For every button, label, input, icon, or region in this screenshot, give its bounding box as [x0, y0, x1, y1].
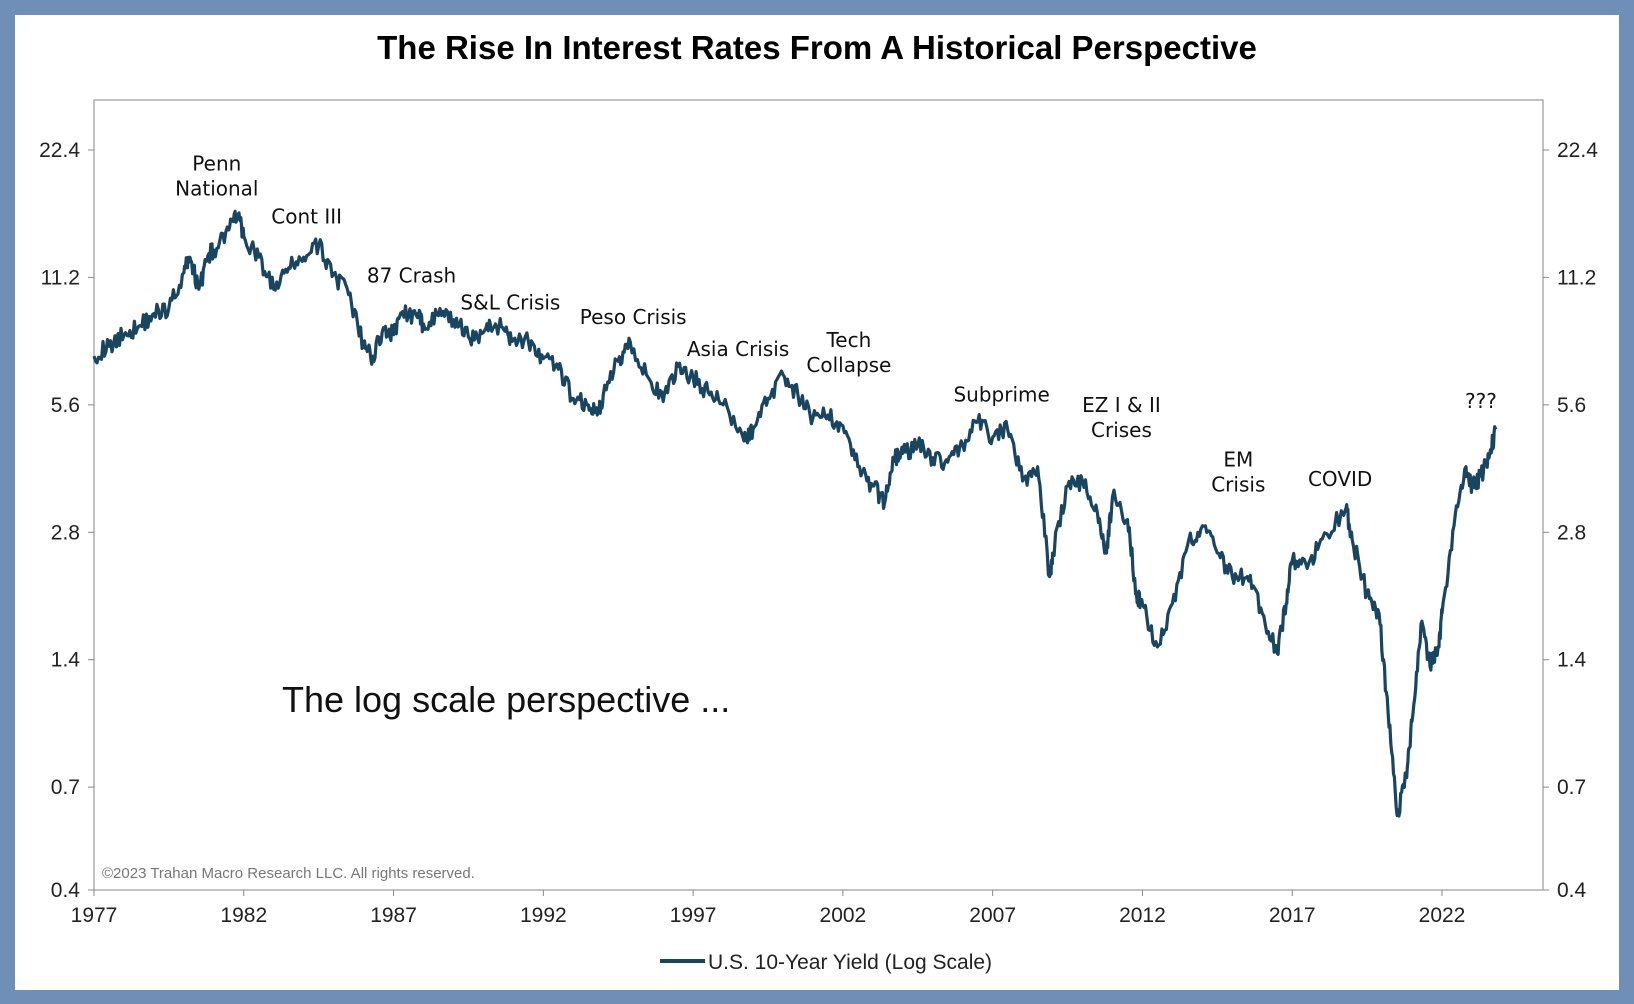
- y-tick-label-right: 1.4: [1557, 649, 1587, 672]
- annotation-label: Peso Crisis: [580, 305, 687, 329]
- annotation-line: EM: [1223, 447, 1253, 471]
- annotation-label: Tech Collapse: [806, 328, 891, 377]
- y-tick-label-right: 0.7: [1557, 776, 1586, 799]
- annotation-line: National: [175, 176, 258, 200]
- series-line-us-10-year-yield: [92, 209, 1498, 818]
- x-tick-label: 1992: [520, 904, 567, 927]
- x-axis: 1977 1982 1987 1992 1997 2002 2007 2012 2017 2022: [71, 890, 1466, 927]
- x-tick-label: 1982: [220, 904, 267, 927]
- y-tick-label-left: 22.4: [39, 139, 80, 162]
- annotation-label: COVID: [1308, 467, 1372, 491]
- x-tick-label: 2007: [969, 904, 1016, 927]
- y-axis-right: 22.4 11.2 5.6 2.8 1.4 0.7 0.4: [1543, 139, 1598, 902]
- annotation-line: S&L Crisis: [460, 291, 560, 315]
- annotation-label: Penn National: [175, 151, 258, 200]
- annotation-label: ???: [1465, 389, 1497, 413]
- annotation-line: EZ I & II: [1082, 393, 1161, 417]
- y-tick-label-right: 5.6: [1557, 394, 1586, 417]
- y-tick-label-left: 1.4: [51, 649, 81, 672]
- y-tick-label-right: 0.4: [1557, 879, 1587, 902]
- annotation-line: Collapse: [806, 353, 891, 377]
- chart-title: The Rise In Interest Rates From A Histor…: [377, 29, 1257, 66]
- y-tick-label-left: 2.8: [51, 521, 80, 544]
- annotation-label: S&L Crisis: [460, 291, 560, 315]
- annotation-line: Crisis: [1211, 472, 1265, 496]
- annotation-label: EZ I & II Crises: [1082, 393, 1161, 442]
- legend-label: U.S. 10-Year Yield (Log Scale): [708, 951, 992, 974]
- annotation-label: Asia Crisis: [687, 337, 789, 361]
- annotation-label: Cont III: [271, 205, 342, 229]
- annotation-label: 87 Crash: [367, 263, 456, 287]
- log-scale-note: The log scale perspective ...: [282, 679, 730, 720]
- annotation-line: ???: [1465, 389, 1497, 413]
- annotation-line: Peso Crisis: [580, 305, 687, 329]
- y-tick-label-right: 22.4: [1557, 139, 1598, 162]
- legend: U.S. 10-Year Yield (Log Scale): [660, 951, 992, 974]
- annotation-label: EM Crisis: [1211, 447, 1265, 496]
- copyright-notice: ©2023 Trahan Macro Research LLC. All rig…: [102, 865, 475, 882]
- x-tick-label: 2017: [1269, 904, 1316, 927]
- annotation-line: Tech: [825, 328, 871, 352]
- x-tick-label: 1987: [370, 904, 417, 927]
- y-tick-label-right: 11.2: [1557, 266, 1596, 289]
- x-tick-label: 1977: [71, 904, 118, 927]
- x-tick-label: 1997: [670, 904, 717, 927]
- x-tick-label: 2012: [1119, 904, 1166, 927]
- y-tick-label-left: 0.4: [51, 879, 81, 902]
- y-tick-label-right: 2.8: [1557, 521, 1586, 544]
- annotation-line: Cont III: [271, 205, 342, 229]
- x-tick-label: 2022: [1419, 904, 1466, 927]
- annotation-label: Subprime: [953, 383, 1049, 407]
- annotation-line: 87 Crash: [367, 263, 456, 287]
- annotation-line: Penn: [192, 151, 241, 175]
- annotation-line: Subprime: [953, 383, 1049, 407]
- annotation-line: Crises: [1091, 418, 1152, 442]
- y-tick-label-left: 0.7: [51, 776, 80, 799]
- x-tick-label: 2002: [820, 904, 867, 927]
- annotation-line: COVID: [1308, 467, 1372, 491]
- plot-area: [93, 99, 1544, 891]
- y-tick-label-left: 11.2: [41, 266, 80, 289]
- annotation-line: Asia Crisis: [687, 337, 789, 361]
- y-axis-left: 22.4 11.2 5.6 2.8 1.4 0.7 0.4: [39, 139, 94, 902]
- chart-frame: [15, 15, 1619, 990]
- y-tick-label-left: 5.6: [51, 394, 80, 417]
